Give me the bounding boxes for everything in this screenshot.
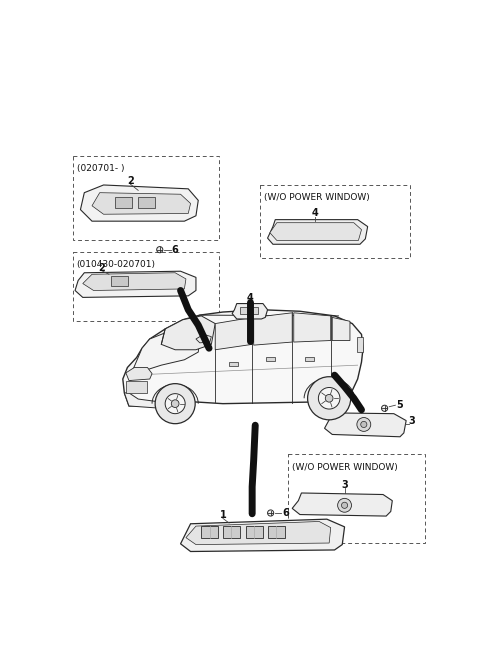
Text: 3: 3 (341, 480, 348, 490)
Polygon shape (254, 313, 292, 345)
Polygon shape (124, 393, 161, 408)
Bar (111, 276, 128, 286)
Bar (73, 252, 219, 321)
Polygon shape (270, 222, 361, 240)
Bar (73, 155, 219, 240)
Polygon shape (292, 493, 392, 516)
Text: 6: 6 (172, 245, 179, 255)
Polygon shape (75, 271, 196, 297)
Circle shape (382, 405, 388, 411)
Bar (267, 526, 285, 539)
Polygon shape (129, 331, 200, 380)
Polygon shape (161, 316, 215, 350)
Circle shape (171, 400, 179, 407)
Circle shape (357, 417, 371, 432)
Circle shape (308, 377, 351, 420)
Polygon shape (232, 304, 267, 319)
Text: 2: 2 (98, 263, 105, 273)
Text: 1: 1 (219, 510, 226, 520)
Bar (246, 526, 263, 539)
Circle shape (155, 384, 195, 424)
Polygon shape (81, 185, 198, 221)
Polygon shape (324, 413, 406, 437)
Polygon shape (123, 310, 363, 406)
Circle shape (337, 499, 351, 512)
Polygon shape (92, 193, 191, 215)
Polygon shape (126, 367, 152, 380)
Text: 6: 6 (283, 508, 289, 518)
Text: (W/O POWER WINDOW): (W/O POWER WINDOW) (292, 463, 398, 472)
Text: 4: 4 (246, 293, 253, 303)
Bar (288, 455, 425, 543)
Bar (138, 197, 155, 208)
Circle shape (318, 388, 340, 409)
Bar (357, 337, 363, 352)
Text: 4: 4 (312, 209, 319, 218)
Circle shape (156, 247, 163, 253)
Bar (260, 185, 410, 258)
Text: (020701- ): (020701- ) (77, 164, 124, 173)
Text: (W/O POWER WINDOW): (W/O POWER WINDOW) (264, 194, 370, 203)
Polygon shape (196, 335, 211, 343)
Bar (304, 358, 314, 361)
Circle shape (325, 394, 333, 402)
Bar (126, 381, 147, 393)
Bar (266, 358, 275, 361)
Bar (115, 197, 132, 208)
Polygon shape (83, 273, 186, 291)
Bar (223, 526, 240, 539)
Polygon shape (294, 313, 331, 342)
Circle shape (341, 502, 348, 508)
Polygon shape (332, 318, 350, 340)
Circle shape (361, 421, 367, 428)
Text: (010430-020701): (010430-020701) (77, 260, 156, 270)
Polygon shape (186, 522, 331, 544)
Circle shape (267, 510, 274, 516)
Bar (229, 362, 238, 366)
Text: 2: 2 (127, 176, 134, 186)
Polygon shape (267, 220, 368, 244)
Circle shape (165, 394, 185, 414)
Text: 5: 5 (396, 400, 403, 410)
Polygon shape (180, 519, 345, 552)
Bar (201, 526, 218, 539)
Text: 3: 3 (408, 416, 415, 426)
Bar (240, 306, 258, 314)
Polygon shape (215, 318, 252, 350)
